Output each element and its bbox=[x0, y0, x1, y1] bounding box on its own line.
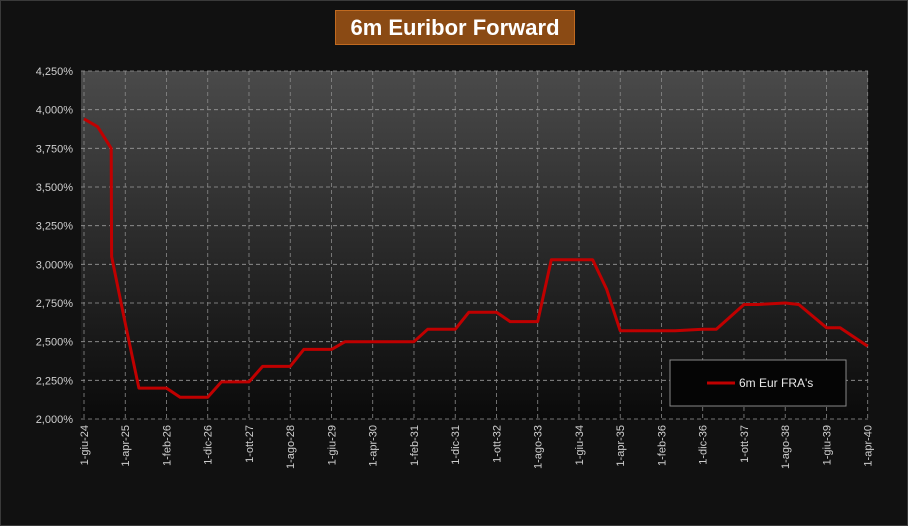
x-tick-label: 1-ott-37 bbox=[739, 425, 751, 463]
x-tick-label: 1-dic-36 bbox=[698, 425, 710, 465]
series-line bbox=[83, 117, 869, 399]
y-tick-label: 3,000% bbox=[36, 259, 74, 271]
x-tick-label: 1-apr-30 bbox=[368, 425, 380, 467]
y-tick-label: 2,000% bbox=[36, 414, 74, 426]
x-tick-label: 1-ago-33 bbox=[533, 425, 545, 469]
y-tick-label: 2,500% bbox=[36, 337, 74, 349]
chart-title: 6m Euribor Forward bbox=[350, 14, 560, 40]
x-tick-label: 1-giu-24 bbox=[79, 425, 91, 465]
y-tick-label: 2,750% bbox=[36, 298, 74, 310]
x-tick-label: 1-apr-25 bbox=[120, 425, 132, 467]
x-tick-label: 1-feb-26 bbox=[161, 425, 173, 466]
y-tick-label: 3,500% bbox=[36, 182, 74, 194]
legend: 6m Eur FRA's bbox=[669, 359, 847, 407]
x-tick-label: 1-feb-31 bbox=[409, 425, 421, 466]
x-tick-label: 1-apr-40 bbox=[863, 425, 875, 467]
x-tick-label: 1-giu-34 bbox=[574, 425, 586, 465]
y-tick-label: 2,250% bbox=[36, 375, 74, 387]
legend-label: 6m Eur FRA's bbox=[739, 376, 813, 390]
x-tick-label: 1-ago-28 bbox=[285, 425, 297, 469]
x-tick-label: 1-ago-38 bbox=[780, 425, 792, 469]
x-tick-label: 1-ott-27 bbox=[244, 425, 256, 463]
x-tick-label: 1-feb-36 bbox=[656, 425, 668, 466]
series-layer bbox=[83, 117, 869, 399]
x-axis-ticks: 1-giu-24 1-apr-25 1-feb-26 1-dic-26 1-ott-27… bbox=[79, 425, 875, 469]
x-tick-label: 1-ott-32 bbox=[491, 425, 503, 463]
x-tick-label: 1-giu-29 bbox=[326, 425, 338, 465]
chart-title-box: 6m Euribor Forward bbox=[335, 10, 575, 45]
x-tick-label: 1-dic-26 bbox=[203, 425, 215, 465]
legend-box bbox=[669, 359, 847, 407]
x-tick-label: 1-apr-35 bbox=[615, 425, 627, 467]
y-tick-label: 3,250% bbox=[36, 221, 74, 233]
x-tick-label: 1-giu-39 bbox=[821, 425, 833, 465]
y-tick-label: 3,750% bbox=[36, 143, 74, 155]
x-tick-label: 1-dic-31 bbox=[450, 425, 462, 465]
y-axis-ticks: 2,000% 2,250% 2,500% 2,750% 3,000% 3,250% 3,50… bbox=[36, 66, 74, 426]
y-tick-label: 4,250% bbox=[36, 66, 74, 78]
y-tick-label: 4,000% bbox=[36, 105, 74, 117]
